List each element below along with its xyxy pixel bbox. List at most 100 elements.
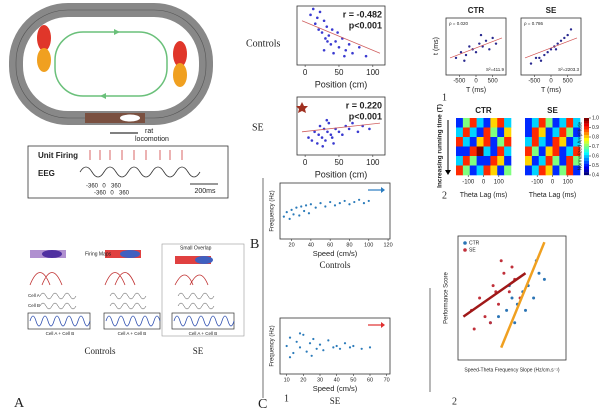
tick: 360 xyxy=(119,191,130,197)
subplot-title: CTR xyxy=(475,106,492,115)
point xyxy=(459,51,463,54)
point xyxy=(300,205,303,208)
point xyxy=(320,136,324,139)
heat-cell xyxy=(525,156,533,166)
heat-cell xyxy=(538,127,546,138)
heat-cell xyxy=(497,146,505,157)
point xyxy=(298,346,302,349)
point xyxy=(317,133,320,136)
point xyxy=(313,130,316,134)
x-tick-label: 10 xyxy=(284,377,290,383)
heat-cell xyxy=(456,137,464,147)
heat-cell xyxy=(476,118,484,128)
group-label: Controls xyxy=(319,260,351,270)
heat-cell xyxy=(566,118,574,128)
point xyxy=(326,130,329,134)
point xyxy=(353,200,356,204)
place-field xyxy=(173,41,187,67)
heat-cell xyxy=(462,165,471,176)
firing-map xyxy=(195,256,213,264)
arrow-heads xyxy=(100,29,120,99)
x-tick-label: 100 xyxy=(494,180,505,186)
group-label: SE xyxy=(193,346,204,356)
point xyxy=(322,48,326,52)
heat-cell xyxy=(497,118,505,128)
point xyxy=(288,217,291,220)
label: Firing Maps xyxy=(85,251,112,257)
plot-frame xyxy=(457,235,567,361)
point xyxy=(348,203,351,206)
point xyxy=(484,39,488,42)
point xyxy=(319,202,322,205)
heat-cell xyxy=(469,137,477,147)
point xyxy=(351,51,354,55)
heat-cell xyxy=(545,146,553,157)
point xyxy=(556,42,559,45)
point xyxy=(537,271,541,275)
x-tick-label: -100 xyxy=(531,180,544,186)
unit-firing-box: Unit Firing EEG -360 0 360 -360 0 360 20… xyxy=(27,145,229,199)
point xyxy=(322,19,326,23)
x-tick-label: 100 xyxy=(364,242,373,248)
group-label: Controls xyxy=(84,346,116,356)
colorbar-step xyxy=(584,123,589,127)
heat-cell xyxy=(566,156,574,166)
x-label: Speed-Theta Frequency Slope (Hz/cm.s⁻¹) xyxy=(464,367,560,373)
point xyxy=(316,16,319,20)
eeg-trace xyxy=(79,166,201,178)
heat-cell xyxy=(456,146,464,157)
heat-cell xyxy=(552,146,560,157)
x-tick-label: 0 xyxy=(549,79,553,85)
heat-cell xyxy=(566,137,574,147)
fit xyxy=(500,241,546,349)
label: Unit Firing xyxy=(38,151,78,160)
point xyxy=(307,212,311,215)
heat-cell xyxy=(504,137,512,147)
point xyxy=(285,211,288,214)
frame xyxy=(171,312,235,330)
point xyxy=(464,53,468,57)
colorbar-step xyxy=(584,149,589,153)
point xyxy=(307,136,310,139)
stat: S²=2203.3 xyxy=(558,67,579,72)
point xyxy=(341,133,344,136)
x-tick-label: 80 xyxy=(346,242,352,248)
traces xyxy=(29,315,235,327)
heat-cell xyxy=(559,137,567,147)
x-tick-label: 60 xyxy=(367,377,373,383)
heat-cell xyxy=(483,146,491,157)
point xyxy=(513,321,517,325)
colorbar-step xyxy=(584,169,589,173)
point xyxy=(318,10,322,14)
heat-cell xyxy=(525,137,533,147)
point xyxy=(330,28,334,31)
point xyxy=(488,321,492,325)
stat: p<0.001 xyxy=(349,20,382,30)
heat-cell xyxy=(483,165,491,176)
point xyxy=(321,145,325,148)
x-tick-label: 40 xyxy=(308,242,314,248)
heat-cell xyxy=(545,137,553,147)
point xyxy=(292,213,295,216)
colorbar-step xyxy=(584,157,589,161)
x-tick-label: 40 xyxy=(334,377,340,383)
heat-cell xyxy=(538,156,546,166)
point xyxy=(288,356,292,359)
heat-cell xyxy=(469,146,477,157)
heat-cell xyxy=(531,156,540,166)
y-label: Frequency (Hz) xyxy=(270,190,276,231)
heat-cell xyxy=(497,165,505,176)
x-tick-label: 0 xyxy=(551,180,555,186)
plot-frame xyxy=(296,5,386,66)
colorbar-step xyxy=(584,172,589,176)
point xyxy=(317,28,320,31)
x-tick-label: 100 xyxy=(563,180,574,186)
heat-cell xyxy=(538,146,546,157)
x-tick-label: 50 xyxy=(335,158,344,167)
panel-label: B xyxy=(250,237,259,252)
point xyxy=(303,209,306,213)
point xyxy=(510,265,514,269)
point xyxy=(543,53,546,57)
colorbar-step xyxy=(584,135,589,139)
